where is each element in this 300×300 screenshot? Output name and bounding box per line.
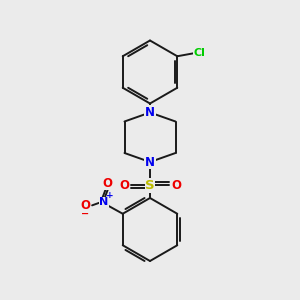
Text: O: O [80,199,90,212]
Text: S: S [145,179,155,192]
Text: N: N [145,155,155,169]
Text: N: N [145,106,155,119]
Text: O: O [103,177,113,190]
Text: O: O [171,179,181,192]
Text: N: N [100,197,109,207]
Text: Cl: Cl [194,48,206,58]
Text: −: − [81,209,89,219]
Text: +: + [106,191,113,200]
Text: O: O [119,179,129,192]
